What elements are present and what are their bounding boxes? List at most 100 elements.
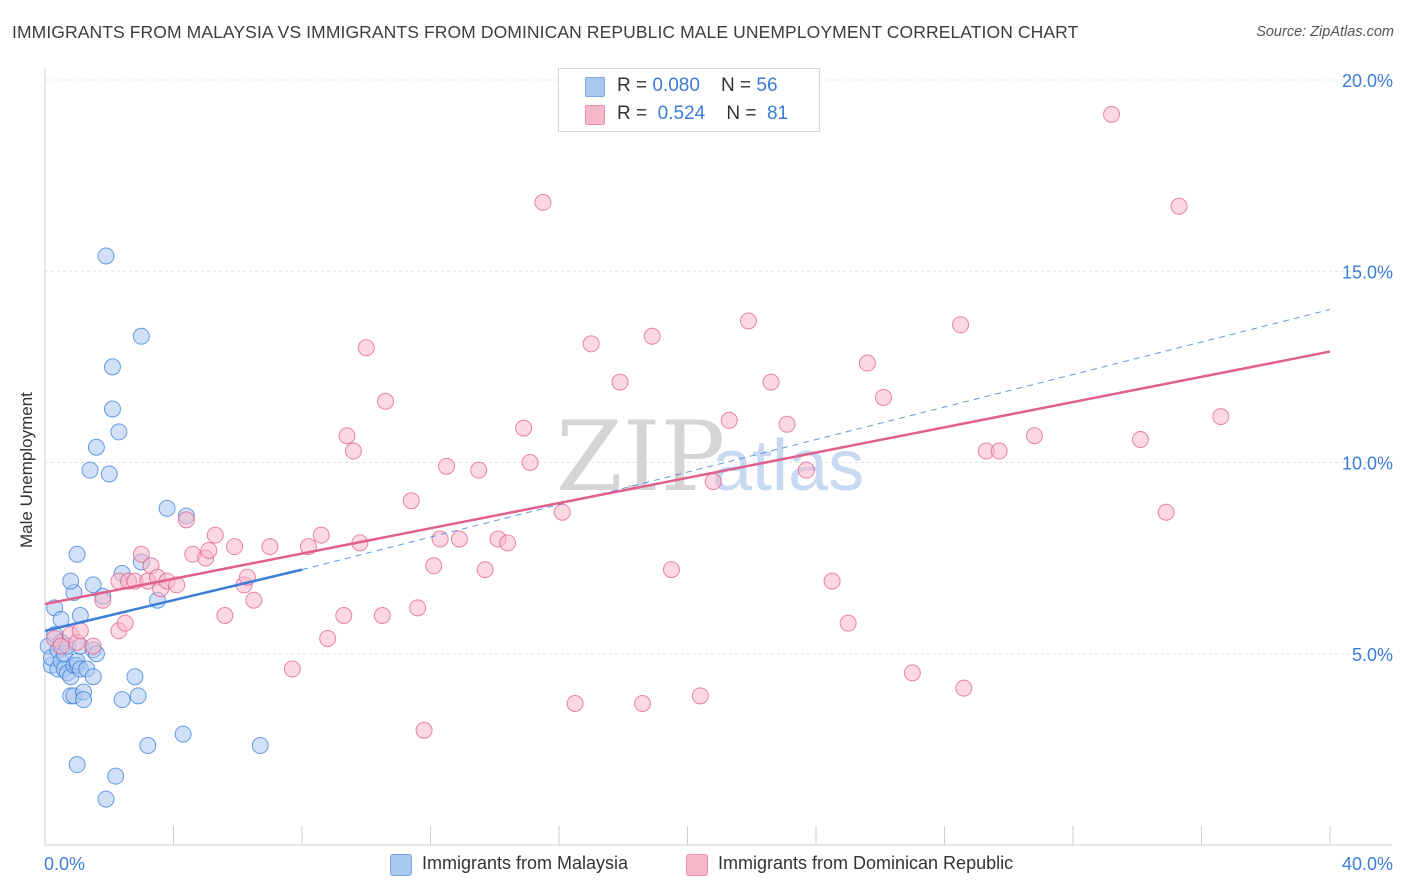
point-malaysia (81, 461, 99, 479)
y-tick-label: 20.0% (1342, 71, 1393, 91)
point-dominican (720, 411, 738, 429)
point-dominican (132, 545, 150, 563)
point-dominican (261, 538, 279, 556)
point-dominican (903, 664, 921, 682)
point-dominican (450, 530, 468, 548)
point-dominican (216, 607, 234, 624)
point-dominican (553, 503, 571, 521)
point-dominican (1170, 197, 1188, 215)
point-dominican (402, 492, 420, 510)
point-malaysia (251, 737, 269, 755)
watermark-atlas: atlas (712, 426, 864, 506)
point-dominican (566, 694, 584, 712)
point-malaysia (87, 438, 105, 456)
point-malaysia (84, 576, 102, 594)
point-dominican (704, 473, 722, 491)
series-swatch-dominican (686, 854, 708, 876)
point-dominican (582, 335, 600, 353)
point-dominican (84, 637, 102, 655)
point-dominican (335, 607, 353, 624)
point-malaysia (97, 247, 115, 265)
point-malaysia (129, 687, 147, 705)
series-swatch-malaysia (390, 854, 412, 876)
point-dominican (177, 511, 195, 529)
n-label: N = (726, 103, 762, 124)
watermark-zip: ZIP (556, 401, 725, 513)
point-dominican (206, 526, 224, 544)
y-tick-label: 10.0% (1342, 454, 1393, 474)
n-value: 81 (766, 103, 789, 124)
point-malaysia (97, 790, 115, 808)
point-dominican (357, 339, 375, 357)
axes (44, 68, 1392, 846)
stats-legend: R = 0.080 N = 56 R = 0.524 N = 81 (558, 68, 820, 132)
point-malaysia (62, 572, 80, 590)
point-dominican (955, 679, 973, 697)
series-legend: Immigrants from Malaysia Immigrants from… (0, 852, 1406, 878)
point-dominican (691, 687, 709, 705)
point-malaysia (107, 767, 125, 785)
point-dominican (1025, 427, 1043, 445)
point-dominican (476, 561, 494, 579)
point-dominican (823, 572, 841, 590)
point-malaysia (110, 423, 128, 441)
point-dominican (858, 354, 876, 372)
trendline-dashed (301, 309, 1331, 571)
trendline-malaysia (44, 568, 303, 633)
point-dominican (373, 607, 391, 624)
point-malaysia (139, 737, 157, 755)
point-dominican (431, 530, 449, 548)
legend-text-dominican: R = 0.524 N = 81 (617, 103, 788, 125)
trendline-dominican (44, 350, 1331, 606)
point-dominican (319, 629, 337, 647)
point-malaysia (103, 358, 121, 376)
source-credit: Source: ZipAtlas.com (1256, 24, 1394, 40)
point-malaysia (68, 756, 86, 774)
r-label: R = (617, 75, 653, 96)
point-dominican (425, 557, 443, 575)
point-dominican (415, 721, 433, 739)
r-label: R = (617, 103, 653, 124)
point-dominican (52, 637, 70, 655)
point-dominican (283, 660, 301, 678)
point-dominican (200, 541, 218, 559)
point-malaysia (100, 465, 118, 483)
point-dominican (634, 694, 652, 712)
point-dominican (839, 614, 857, 632)
point-dominican (643, 327, 661, 345)
point-dominican (1157, 503, 1175, 521)
point-malaysia (158, 499, 176, 517)
point-dominican (438, 457, 456, 475)
chart-title: IMMIGRANTS FROM MALAYSIA VS IMMIGRANTS F… (12, 22, 1079, 42)
legend-swatch-dominican (585, 105, 605, 125)
point-dominican (71, 622, 89, 640)
gridlines (45, 79, 1392, 655)
n-label: N = (721, 75, 757, 96)
legend-text-malaysia: R = 0.080 N = 56 (617, 75, 778, 97)
n-value: 56 (756, 75, 778, 96)
point-dominican (116, 614, 134, 632)
legend-swatch-malaysia (585, 77, 605, 97)
point-dominican (409, 599, 427, 617)
point-dominican (499, 534, 517, 552)
point-dominican (874, 388, 892, 406)
tick-labels: 5.0% 10.0% 15.0% 20.0% 0.0% 40.0% (44, 71, 1393, 874)
point-dominican (1103, 105, 1121, 123)
point-malaysia (113, 691, 131, 709)
watermark: ZIP atlas (556, 401, 864, 513)
point-dominican (778, 415, 796, 433)
point-malaysia (174, 725, 192, 743)
point-dominican (245, 591, 263, 609)
x-tick-label-min: 0.0% (44, 854, 85, 874)
point-malaysia (103, 400, 121, 418)
point-dominican (470, 461, 488, 479)
point-dominican (377, 392, 395, 410)
point-dominican (226, 538, 244, 556)
point-dominican (521, 454, 539, 471)
y-tick-label: 5.0% (1352, 645, 1393, 665)
x-tick-label-max: 40.0% (1342, 854, 1393, 874)
point-dominican (952, 316, 970, 334)
point-dominican (990, 442, 1008, 460)
point-malaysia (75, 691, 93, 709)
